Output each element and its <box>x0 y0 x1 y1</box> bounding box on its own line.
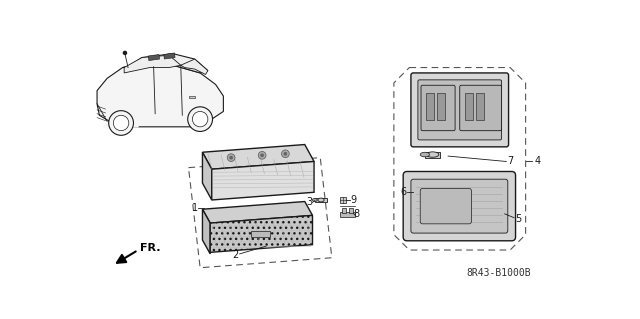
Bar <box>476 93 484 120</box>
Polygon shape <box>202 202 312 223</box>
Circle shape <box>188 107 212 131</box>
Text: 8: 8 <box>354 209 360 219</box>
Bar <box>349 208 353 213</box>
Ellipse shape <box>318 198 324 202</box>
Circle shape <box>284 152 287 155</box>
Bar <box>426 93 434 120</box>
Text: 5: 5 <box>515 214 521 224</box>
Bar <box>342 208 346 213</box>
Circle shape <box>227 154 235 161</box>
Text: 4: 4 <box>534 157 540 167</box>
Circle shape <box>193 111 208 127</box>
Polygon shape <box>123 54 208 73</box>
Text: 9: 9 <box>351 195 356 205</box>
Bar <box>250 231 270 237</box>
Text: 7: 7 <box>507 157 513 167</box>
FancyBboxPatch shape <box>421 85 455 131</box>
Text: 3: 3 <box>307 197 312 207</box>
Polygon shape <box>202 152 212 200</box>
Bar <box>465 93 473 120</box>
Circle shape <box>282 150 289 158</box>
Ellipse shape <box>426 152 439 157</box>
Polygon shape <box>212 161 314 200</box>
Bar <box>340 211 355 217</box>
FancyBboxPatch shape <box>411 73 509 147</box>
Polygon shape <box>124 55 180 73</box>
Ellipse shape <box>312 198 317 202</box>
Bar <box>189 96 195 98</box>
Circle shape <box>109 111 134 135</box>
Polygon shape <box>97 64 223 127</box>
Bar <box>315 198 327 202</box>
Ellipse shape <box>420 152 429 157</box>
Polygon shape <box>202 145 314 169</box>
Circle shape <box>124 51 127 55</box>
FancyBboxPatch shape <box>418 80 502 140</box>
Text: 6: 6 <box>400 187 406 197</box>
Circle shape <box>113 115 129 131</box>
Polygon shape <box>202 209 210 254</box>
FancyBboxPatch shape <box>403 172 516 241</box>
Text: FR.: FR. <box>140 243 161 253</box>
FancyBboxPatch shape <box>460 85 502 131</box>
Bar <box>164 53 175 59</box>
FancyArrowPatch shape <box>117 251 136 263</box>
Circle shape <box>230 156 233 159</box>
Bar <box>148 55 159 61</box>
Bar <box>425 152 440 158</box>
Polygon shape <box>210 215 312 252</box>
FancyBboxPatch shape <box>420 189 472 224</box>
Text: 2: 2 <box>232 250 238 260</box>
Circle shape <box>260 154 264 157</box>
Bar <box>340 197 346 203</box>
Polygon shape <box>104 122 138 127</box>
Circle shape <box>259 152 266 159</box>
Polygon shape <box>180 59 208 74</box>
Text: 8R43-B1000B: 8R43-B1000B <box>466 268 531 278</box>
FancyBboxPatch shape <box>411 179 508 233</box>
Text: 1: 1 <box>191 203 198 213</box>
Bar <box>437 93 445 120</box>
